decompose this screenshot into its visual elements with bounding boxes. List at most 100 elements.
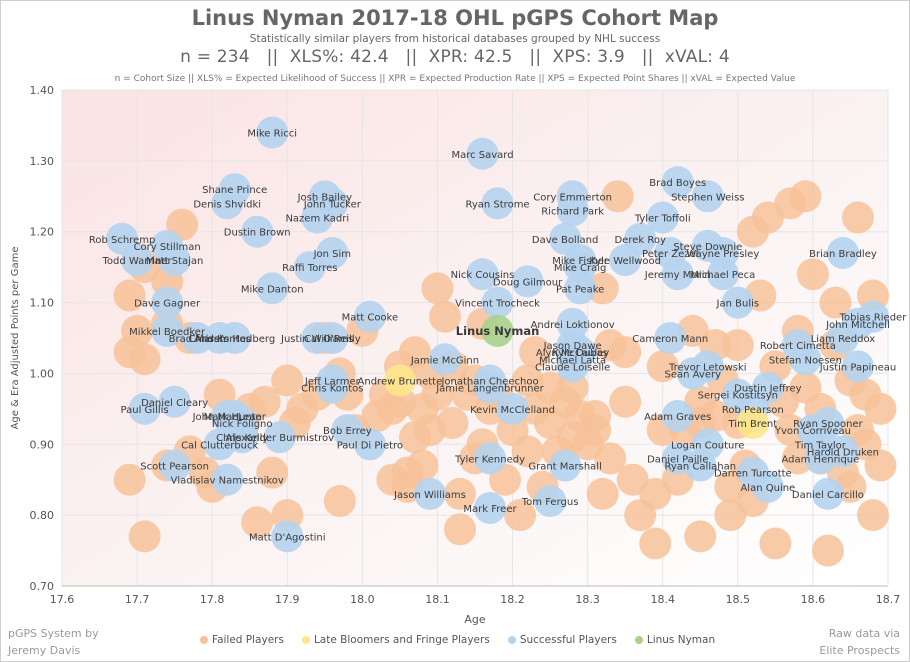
player-label: Todd Warriner: [101, 256, 172, 267]
player-label: Jon Sim: [313, 249, 351, 260]
bubble-success: [121, 244, 154, 277]
player-label: Michael Latta: [539, 355, 606, 366]
player-label: Tim Taylor: [794, 440, 847, 451]
player-label: Steve Downie: [673, 242, 742, 253]
player-label: Liam Reddox: [811, 334, 876, 345]
player-label: Mikkel Boedker: [129, 327, 206, 338]
player-label: Tyler Toffoli: [634, 214, 691, 225]
bubble-success: [128, 392, 161, 425]
bubble-success: [218, 322, 251, 354]
y-tick-label: 1.10: [30, 297, 55, 310]
bubble-success: [211, 187, 244, 220]
player-label: Darren Turcotte: [714, 469, 792, 480]
bubble-failed: [421, 378, 454, 411]
bubble-success: [841, 307, 874, 340]
player-label: Marc Savard: [451, 150, 513, 161]
player-label: Paul Di Pietro: [337, 440, 403, 451]
player-label: Chris Kontos: [301, 384, 363, 395]
x-tick-label: 18.7: [876, 593, 901, 606]
player-label: Tyler Kennedy: [454, 454, 525, 465]
bubble-success: [301, 201, 334, 234]
bubble-success: [353, 428, 386, 461]
bubble-failed: [579, 399, 612, 432]
bubble-failed: [819, 286, 852, 319]
bubble-failed: [121, 314, 154, 347]
bubble-success: [841, 350, 874, 383]
cohort-stats: n = 234 || XLS%: 42.4 || XPR: 42.5 || XP…: [180, 47, 730, 67]
player-label: Daniel Cleary: [141, 398, 208, 409]
player-label: Brad Marsh: [169, 334, 226, 345]
bubble-success: [564, 272, 597, 305]
bubble-failed: [774, 414, 807, 447]
legend-item-failed: Failed Players: [200, 634, 284, 646]
player-label: Jamie Langenbrunner: [435, 384, 544, 395]
player-label: Scott Pearson: [140, 462, 209, 473]
bubble-failed: [639, 527, 672, 560]
legend-swatch-success: [507, 636, 516, 644]
player-label: Matt D'Agostini: [249, 532, 326, 543]
bubble-success: [721, 286, 754, 319]
player-label: Jason Dawe: [543, 341, 602, 352]
bubble-failed: [323, 484, 356, 517]
bubble-success: [534, 484, 567, 517]
player-label: Mike Danton: [241, 284, 304, 295]
legend: Failed Players Late Bloomers and Fringe …: [200, 634, 715, 646]
bubble-failed: [113, 279, 146, 312]
credit-right-line2: Elite Prospects: [819, 644, 900, 657]
player-label: Nick Cousins: [451, 270, 515, 281]
player-label: Anders Hedberg: [194, 334, 275, 345]
legend-label-failed: Failed Players: [212, 634, 284, 646]
bubble-failed: [586, 477, 619, 510]
bubble-success: [263, 421, 296, 454]
player-label: Dave Bolland: [532, 235, 598, 246]
player-label: Vladislav Namestnikov: [171, 476, 284, 487]
x-tick-label: 18.6: [801, 593, 826, 606]
bubble-success: [158, 449, 191, 482]
player-label: Mark Hunter: [204, 412, 267, 423]
player-label: Adam Henrique: [782, 454, 860, 465]
player-label: Shane Prince: [202, 185, 267, 196]
player-label: Mark Freer: [463, 504, 517, 515]
player-label: Nick Foligno: [212, 419, 273, 430]
player-label: Cameron Mann: [632, 334, 708, 345]
x-tick-label: 18.3: [575, 593, 600, 606]
bubble-success: [158, 244, 191, 277]
player-label: Matt Stajan: [146, 256, 203, 267]
player-label: Daniel Paille: [647, 454, 708, 465]
x-tick-label: 17.8: [200, 593, 225, 606]
player-label: Andrew Brunette: [358, 377, 443, 388]
bubble-failed: [721, 329, 754, 362]
bubble-success: [316, 371, 349, 404]
bubble-failed: [796, 258, 829, 291]
player-label: Daniel Carcillo: [792, 490, 864, 501]
bubble-success: [158, 385, 191, 418]
y-tick-label: 0.70: [30, 580, 55, 593]
player-label: Stefan Noesen: [769, 355, 842, 366]
bubble-success: [481, 187, 514, 220]
bubble-failed: [856, 499, 889, 532]
player-label: Josh Bailey: [297, 192, 352, 203]
player-label: Sean Avery: [665, 369, 722, 380]
player-label: Claude Loiselle: [535, 362, 610, 373]
player-label: John Mitchell: [825, 320, 890, 331]
player-label: Kyle Wellwood: [589, 256, 661, 267]
legend-item-late: Late Bloomers and Fringe Players: [301, 634, 490, 646]
player-label: Dave Gagner: [134, 299, 201, 310]
bubble-failed: [421, 272, 454, 305]
y-tick-label: 1.30: [30, 155, 55, 168]
player-label: John MacLean: [192, 412, 262, 423]
bubble-success: [511, 265, 544, 298]
player-label: Grant Marshall: [528, 462, 602, 473]
bubble-failed: [406, 449, 439, 482]
player-label: Harold Druken: [807, 447, 879, 458]
bubble-failed: [128, 520, 161, 553]
bubble-success: [684, 449, 717, 482]
player-label: Cal Clutterbuck: [181, 440, 258, 451]
player-label: Mike Craig: [554, 263, 607, 274]
player-label: Dustin Jeffrey: [734, 384, 801, 395]
bubble-failed: [443, 477, 476, 510]
stat-definitions: n = Cohort Size || XLS% = Expected Likel…: [114, 74, 796, 84]
bubble-failed: [241, 506, 274, 539]
legend-label-success: Successful Players: [519, 634, 617, 646]
x-tick-label: 18.2: [500, 593, 525, 606]
